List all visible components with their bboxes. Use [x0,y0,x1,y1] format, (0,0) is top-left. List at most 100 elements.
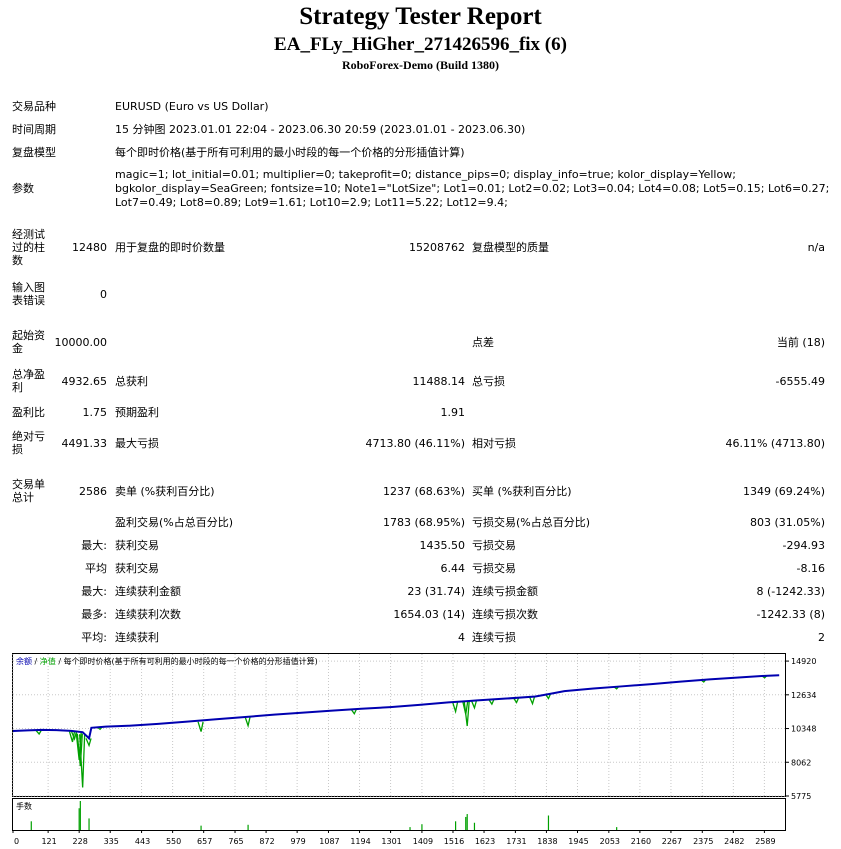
params-line-2: bgkolor_display=SeaGreen; fontsize=10; N… [115,182,830,195]
quality-label: 复盘模型的质量 [472,241,549,254]
x-tick-label: 1516 [444,837,464,846]
quality-value: n/a [807,241,825,254]
max-cons-profit-label: 连续获利次数 [115,608,181,621]
main-plot-frame [12,653,786,797]
y-tick-label: 12634 [791,691,816,700]
x-tick-label: 1194 [350,837,370,846]
lots-plot-frame [12,798,786,831]
expected-payoff-value: 1.91 [440,406,466,419]
ticks-value: 15208762 [409,241,465,254]
x-tick-label: 1838 [537,837,557,846]
server-build: RoboForex-Demo (Build 1380) [341,58,500,72]
abs-drawdown-label: 绝对亏损 [12,430,45,456]
period-value: 15 分钟图 2023.01.01 22:04 - 2023.06.30 20:… [115,123,526,136]
x-tick-label: 335 [104,837,119,846]
profit-factor-value: 1.75 [82,406,108,419]
avg-cons-wins-label: 连续获利 [115,631,159,644]
x-tick-label: 2053 [600,837,620,846]
lots-label: 手数 [16,801,32,811]
model-value: 每个即时价格(基于所有可利用的最小时段的每一个价格的分形插值计算) [115,146,465,159]
maximum-prefix: 最大: [81,585,107,598]
x-tick-label: 0 [14,837,19,846]
avg-cons-wins-value: 4 [458,631,465,644]
max-drawdown-value: 4713.80 (46.11%) [365,437,465,450]
equity-drawdown [197,721,204,732]
gross-profit-label: 总获利 [115,375,148,388]
x-tick-label: 657 [197,837,212,846]
x-tick-label: 1945 [568,837,588,846]
max-cons-loss-value: -1242.33 (8) [756,608,825,621]
profit-factor-label: 盈利比 [12,406,45,419]
symbol-value: EURUSD (Euro vs US Dollar) [115,100,269,113]
bars-value: 12480 [72,241,107,254]
x-tick-label: 2589 [755,837,775,846]
legend-equity: 净值 [40,656,56,666]
max-drawdown-label: 最大亏损 [115,437,159,450]
y-tick-label: 8062 [791,758,811,767]
equity-drawdown [35,730,42,736]
params-line-3: Lot7=0.49; Lot8=0.89; Lot9=1.61; Lot10=2… [115,196,508,209]
x-tick-label: 1731 [506,837,526,846]
average-loss-label: 亏损交易 [472,562,516,575]
legend-separator: / [32,657,40,666]
x-tick-label: 443 [135,837,150,846]
average-loss-value: -8.16 [796,562,825,575]
total-trades-label: 交易单总计 [12,478,45,504]
equity-drawdown [85,738,92,748]
average-profit-value: 6.44 [440,562,466,575]
short-positions-value: 1237 (68.63%) [382,485,465,498]
average-profit-label: 获利交易 [115,562,159,575]
expected-payoff-label: 预期盈利 [115,406,159,419]
params-label: 参数 [12,182,34,195]
max-cons-wins-label: 连续获利金额 [115,585,181,598]
largest-profit-label: 获利交易 [115,539,159,552]
rel-drawdown-value: 46.11% (4713.80) [725,437,825,450]
x-tick-label: 550 [166,837,181,846]
balance-series [12,674,780,741]
avg-cons-losses-value: 2 [818,631,825,644]
symbol-label: 交易品种 [12,100,56,113]
short-positions-label: 卖单 (%获利百分比) [115,485,215,498]
x-tick-label: 1409 [413,837,433,846]
x-tick-label: 2267 [662,837,682,846]
equity-drawdown [470,700,478,710]
balance-equity-chart: 14920 12634 10348 8062 5775 0 121 228 335 443 550… [12,653,816,846]
largest-loss-label: 亏损交易 [472,539,516,552]
x-tick-label: 979 [290,837,305,846]
deposit-value: 10000.00 [54,336,108,349]
x-axis-ticks: 0 121 228 335 443 550 657 765 872 979 1087 1194 1301… [12,830,776,846]
x-tick-label: 228 [73,837,88,846]
legend-balance: 余额 [16,656,32,666]
expert-name: EA_FLy_HiGher_271426596_fix (6) [274,34,567,55]
x-tick-label: 872 [259,837,274,846]
equity-drawdown [488,699,495,706]
long-positions-label: 买单 (%获利百分比) [472,485,572,498]
x-tick-label: 2375 [693,837,713,846]
y-tick-label: 5775 [791,792,811,801]
equity-series [35,675,768,788]
chart-legend: 余额 / 净值 / 每个即时价格(基于所有可利用的最小时段的每一个价格的分形插值… [16,656,318,666]
errors-label: 输入图表错误 [12,281,45,307]
spread-value: 当前 (18) [776,336,825,349]
loss-trades-value: 803 (31.05%) [749,516,825,529]
equity-drawdown [68,731,76,743]
total-trades-value: 2586 [79,485,107,498]
x-tick-label: 1623 [475,837,495,846]
ticks-label: 用于复盘的即时价数量 [115,241,225,254]
largest-loss-value: -294.93 [782,539,825,552]
loss-trades-label: 亏损交易(%占总百分比) [472,516,591,529]
params-line-1: magic=1; lot_initial=0.01; multiplier=0;… [115,168,736,181]
period-label: 时间周期 [12,123,56,136]
average-prefix: 平均 [85,562,107,575]
errors-value: 0 [100,288,107,301]
max-cons-profit-value: 1654.03 (14) [393,608,465,621]
x-tick-label: 121 [41,837,56,846]
equity-drawdown [451,701,459,715]
equity-drawdown [79,734,86,788]
x-tick-label: 1301 [381,837,401,846]
y-tick-label: 14920 [791,657,816,666]
report-title: Strategy Tester Report [299,3,542,30]
max-cons-losses-value: 8 (-1242.33) [756,585,825,598]
y-tick-label: 10348 [791,725,816,734]
long-positions-value: 1349 (69.24%) [742,485,825,498]
